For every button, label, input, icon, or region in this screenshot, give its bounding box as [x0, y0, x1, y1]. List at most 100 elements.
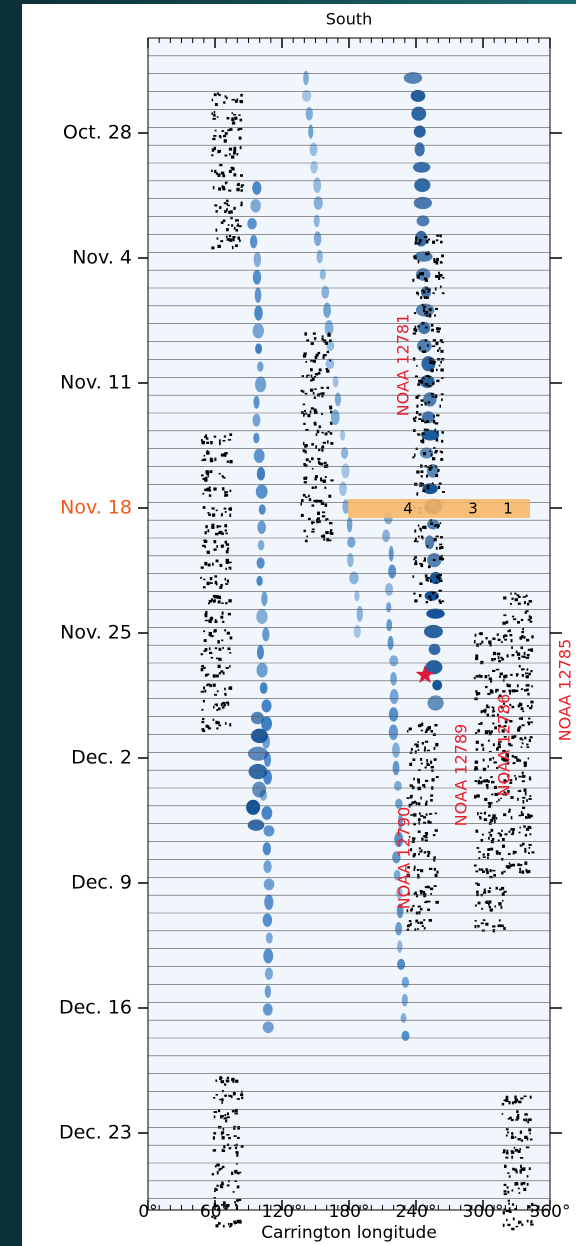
speckle [504, 638, 508, 641]
speckle [503, 1193, 507, 1196]
speckle [526, 1175, 529, 1178]
speckle [523, 1187, 527, 1192]
blob [263, 860, 272, 874]
speckle [316, 429, 320, 434]
speckle [488, 731, 492, 736]
speckle [426, 484, 430, 488]
y-tick-label: Dec. 23 [59, 1122, 132, 1144]
speckle [417, 433, 421, 436]
speckle [492, 637, 496, 640]
speckle [503, 1190, 507, 1193]
speckle [225, 583, 229, 585]
speckle [440, 536, 444, 539]
speckle [415, 328, 418, 331]
speckle [408, 920, 412, 922]
speckle [509, 703, 512, 706]
blob [313, 231, 322, 247]
speckle [219, 586, 223, 589]
speckle [203, 540, 208, 544]
speckle [519, 844, 522, 847]
speckle [208, 513, 211, 516]
speckle [427, 401, 431, 404]
y-tick-label: Oct. 28 [63, 122, 132, 144]
blob [412, 161, 431, 173]
speckle [412, 838, 415, 842]
speckle [511, 1151, 515, 1154]
speckle [493, 657, 496, 661]
speckle [441, 341, 444, 344]
speckle [321, 392, 325, 396]
speckle [508, 1209, 511, 1213]
speckle [313, 421, 317, 425]
speckle [417, 922, 420, 925]
speckle [428, 385, 432, 387]
speckle [441, 292, 445, 295]
speckle [531, 635, 534, 639]
speckle [415, 919, 419, 923]
speckle [311, 443, 314, 446]
speckle [233, 1221, 236, 1225]
speckle [202, 477, 205, 480]
blob [334, 392, 342, 407]
speckle [513, 1101, 517, 1104]
speckle [523, 636, 526, 639]
speckle [511, 615, 515, 618]
speckle [434, 758, 437, 761]
speckle [524, 672, 529, 675]
speckle [409, 803, 413, 807]
speckle [413, 256, 417, 260]
speckle [229, 1147, 232, 1149]
speckle [207, 529, 210, 533]
speckle [413, 777, 415, 781]
speckle [498, 659, 501, 663]
speckle [303, 481, 307, 484]
speckle [509, 602, 512, 605]
speckle [485, 636, 488, 640]
speckle [235, 244, 238, 248]
y-tick-label: Dec. 9 [71, 872, 132, 894]
blob [252, 323, 264, 339]
speckle [436, 327, 440, 331]
blob [254, 376, 267, 393]
speckle [226, 1112, 229, 1116]
speckle [204, 546, 207, 548]
speckle [507, 1172, 510, 1174]
speckle [414, 325, 417, 329]
speckle [488, 900, 492, 904]
speckle [318, 499, 323, 503]
blob [250, 711, 264, 725]
speckle [512, 762, 515, 765]
blob [305, 106, 313, 121]
speckle [487, 780, 490, 783]
speckle [508, 689, 512, 692]
speckle [503, 725, 507, 728]
speckle [513, 735, 517, 738]
speckle [427, 852, 431, 855]
speckle [410, 814, 414, 816]
speckle [427, 251, 430, 255]
speckle [317, 371, 321, 375]
speckle [521, 1181, 526, 1185]
speckle [518, 775, 522, 778]
speckle [505, 865, 509, 868]
speckle [302, 493, 306, 497]
speckle [426, 831, 429, 836]
speckle [435, 368, 438, 372]
speckle [519, 759, 522, 762]
speckle [234, 1170, 238, 1173]
speckle [214, 204, 218, 207]
speckle [228, 169, 232, 174]
speckle [526, 668, 529, 671]
speckle [218, 672, 222, 675]
speckle [439, 339, 443, 343]
speckle [507, 1131, 509, 1134]
speckle [202, 718, 205, 721]
speckle [485, 900, 489, 905]
speckle [323, 538, 326, 541]
speckle [209, 470, 213, 474]
blob [247, 746, 269, 761]
speckle [495, 688, 499, 692]
speckle [521, 771, 524, 775]
speckle [437, 274, 442, 277]
blob [310, 160, 318, 174]
